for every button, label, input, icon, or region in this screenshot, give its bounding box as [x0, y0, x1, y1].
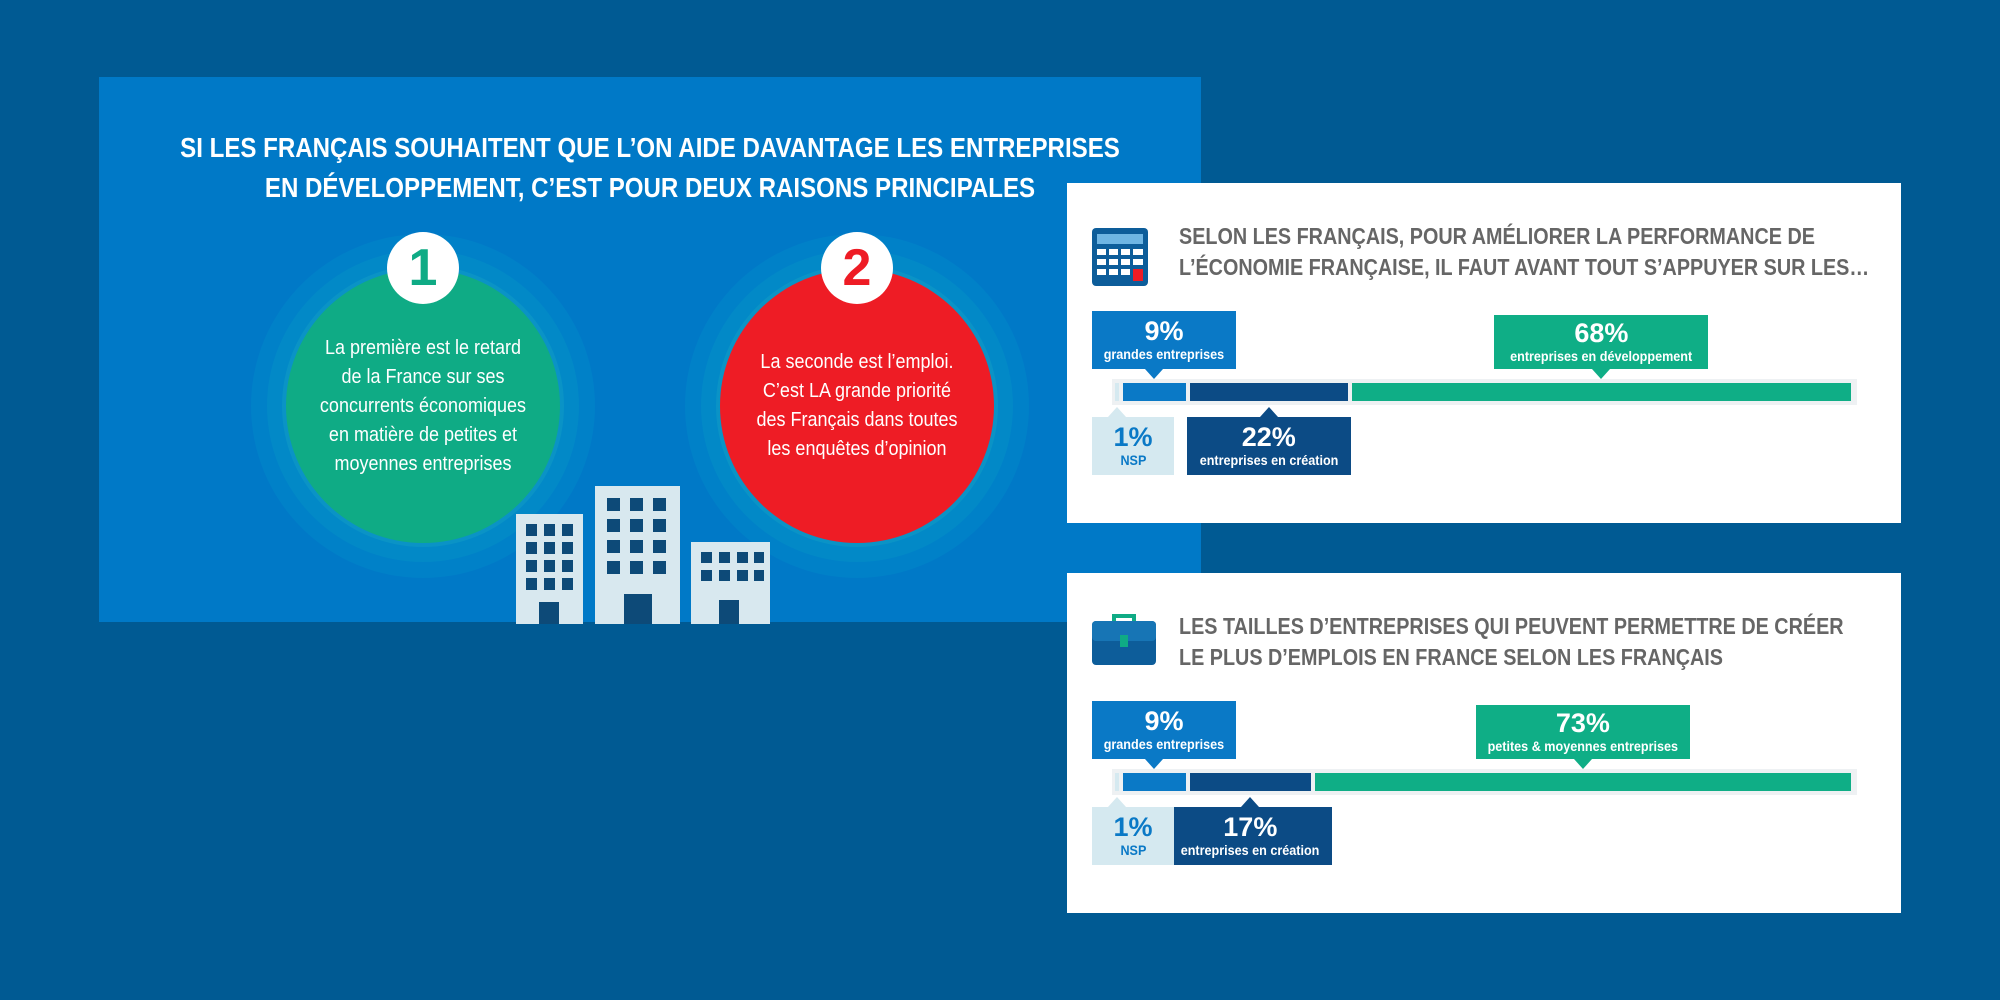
bar-track: [1112, 379, 1857, 405]
label-main-category: 68% entreprises en développement: [1494, 315, 1709, 369]
label-main-category-pointer: [1573, 759, 1592, 769]
label-grandes-entreprises: 9% grandes entreprises: [1092, 311, 1236, 369]
bar-track: [1112, 769, 1857, 795]
label-nsp: 1% NSP: [1092, 417, 1174, 475]
label-main-category-value: 68%: [1574, 318, 1629, 348]
label-nsp: 1% NSP: [1092, 807, 1174, 865]
label-grandes-entreprises-caption: grandes entreprises: [1103, 736, 1225, 752]
reason-1-number: 1: [408, 239, 438, 297]
bar-segment-nsp: [1115, 383, 1119, 401]
label-grandes-entreprises-caption: grandes entreprises: [1103, 346, 1225, 362]
bar-segment-main-category: [1352, 383, 1851, 401]
card-1-title-line1: SELON LES FRANÇAIS, POUR AMÉLIORER LA PE…: [1179, 223, 1815, 249]
label-nsp-caption: NSP: [1120, 452, 1146, 468]
left-title-line1: SI LES FRANÇAIS SOUHAITENT QUE L’ON AIDE…: [180, 132, 1120, 163]
label-entreprises-en-creation: 22% entreprises en création: [1186, 417, 1351, 475]
card-2-title-line2: LE PLUS D’EMPLOIS EN FRANCE SELON LES FR…: [1179, 644, 1723, 670]
label-entreprises-en-creation-value: 22%: [1241, 422, 1296, 452]
label-entreprises-en-creation-caption: entreprises en création: [1180, 842, 1320, 858]
reason-1-text: La première est le retard de la France s…: [319, 336, 527, 475]
label-grandes-entreprises-pointer: [1145, 759, 1164, 769]
label-main-category-value: 73%: [1555, 708, 1610, 738]
label-grandes-entreprises-value: 9%: [1144, 316, 1184, 346]
label-main-category: 73% petites & moyennes entreprises: [1475, 705, 1690, 759]
bar-segment-grandes-entreprises: [1123, 773, 1186, 791]
card-1-title: SELON LES FRANÇAIS, POUR AMÉLIORER LA PE…: [1179, 221, 1870, 283]
label-main-category-pointer: [1592, 369, 1611, 379]
label-nsp-value: 1%: [1113, 812, 1153, 842]
bar-segment-nsp: [1115, 773, 1119, 791]
bar-segment-grandes-entreprises: [1123, 383, 1186, 401]
reason-2-number-badge: 2: [821, 232, 893, 304]
label-nsp-caption: NSP: [1120, 842, 1146, 858]
label-entreprises-en-creation-pointer: [1241, 797, 1260, 807]
label-main-category-caption: entreprises en développement: [1510, 348, 1693, 364]
reason-1-core: La première est le retard de la France s…: [286, 269, 560, 543]
label-grandes-entreprises-value: 9%: [1144, 706, 1184, 736]
label-grandes-entreprises-pointer: [1145, 369, 1164, 379]
left-panel: SI LES FRANÇAIS SOUHAITENT QUE L’ON AIDE…: [99, 77, 1201, 622]
card-2-title-line1: LES TAILLES D’ENTREPRISES QUI PEUVENT PE…: [1179, 613, 1844, 639]
left-title-line2: EN DÉVELOPPEMENT, C’EST POUR DEUX RAISON…: [264, 172, 1036, 203]
label-nsp-pointer: [1108, 797, 1126, 807]
calculator-icon: [1092, 228, 1148, 286]
label-entreprises-en-creation-pointer: [1259, 407, 1278, 417]
label-entreprises-en-creation-caption: entreprises en création: [1199, 452, 1339, 468]
bar-segment-entreprises-en-creation: [1189, 773, 1312, 791]
label-nsp-value: 1%: [1113, 422, 1153, 452]
buildings-icon: [516, 486, 770, 624]
card-1-title-line2: L’ÉCONOMIE FRANÇAISE, IL FAUT AVANT TOUT…: [1179, 254, 1870, 280]
left-panel-title: SI LES FRANÇAIS SOUHAITENT QUE L’ON AIDE…: [176, 128, 1124, 208]
label-grandes-entreprises: 9% grandes entreprises: [1092, 701, 1236, 759]
briefcase-icon: [1092, 614, 1156, 665]
card-2-title: LES TAILLES D’ENTREPRISES QUI PEUVENT PE…: [1179, 611, 1844, 673]
bar-segment-entreprises-en-creation: [1189, 383, 1349, 401]
label-main-category-caption: petites & moyennes entreprises: [1487, 738, 1679, 754]
bar-segment-main-category: [1315, 773, 1851, 791]
label-entreprises-en-creation-value: 17%: [1223, 812, 1278, 842]
reason-2-number: 2: [842, 239, 872, 297]
card-emplois: LES TAILLES D’ENTREPRISES QUI PEUVENT PE…: [1067, 573, 1901, 913]
card-performance: SELON LES FRANÇAIS, POUR AMÉLIORER LA PE…: [1067, 183, 1901, 523]
reason-2-core: La seconde est l’emploi. C’est LA grande…: [720, 269, 994, 543]
label-nsp-pointer: [1108, 407, 1126, 417]
label-entreprises-en-creation: 17% entreprises en création: [1168, 807, 1333, 865]
reason-1-number-badge: 1: [387, 232, 459, 304]
reason-2-text: La seconde est l’emploi. C’est LA grande…: [756, 351, 958, 460]
